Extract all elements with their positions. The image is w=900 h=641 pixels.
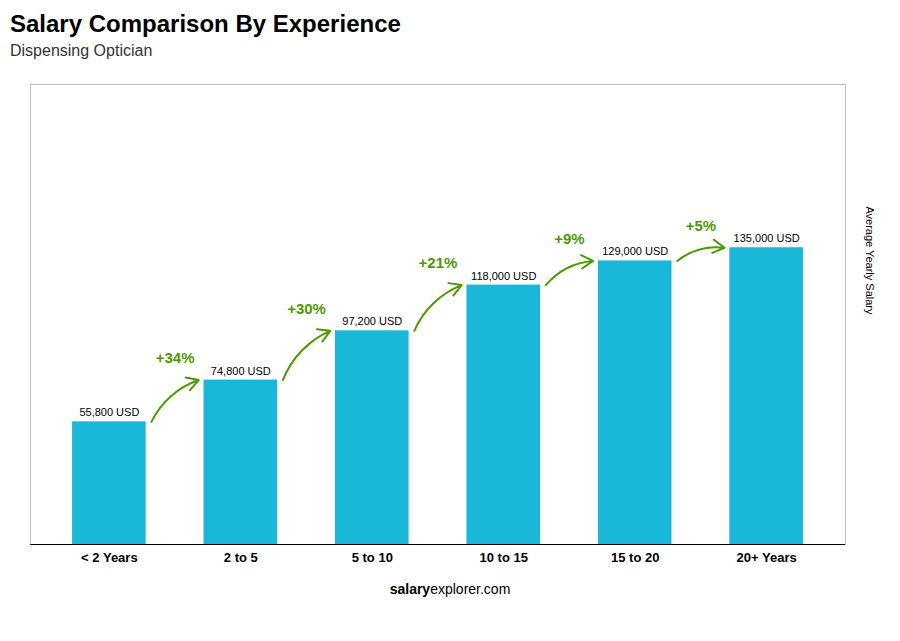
svg-text:5 to 10: 5 to 10 xyxy=(352,550,393,565)
svg-text:135,000 USD: 135,000 USD xyxy=(734,232,800,244)
svg-text:< 2 Years: < 2 Years xyxy=(81,550,138,565)
svg-text:55,800 USD: 55,800 USD xyxy=(79,406,139,418)
svg-text:15 to 20: 15 to 20 xyxy=(611,550,659,565)
svg-text:10 to 15: 10 to 15 xyxy=(480,550,528,565)
html-text:Salary Comparison By Experienc: Salary Comparison By Experience xyxy=(10,10,401,37)
svg-text:+9%: +9% xyxy=(554,230,584,247)
svg-text:97,200 USD: 97,200 USD xyxy=(342,315,402,327)
html-text:salary explorer.com: salary explorer.com xyxy=(389,581,511,597)
svg-text:20+ Years: 20+ Years xyxy=(737,550,797,565)
html-text:Dispensing Optician: Dispensing Optician xyxy=(10,42,153,59)
svg-text:74,800 USD: 74,800 USD xyxy=(211,365,271,377)
svg-text:129,000 USD: 129,000 USD xyxy=(602,245,668,257)
svg-text:+21%: +21% xyxy=(419,254,458,271)
svg-text:+5%: +5% xyxy=(686,217,716,234)
svg-text:118,000 USD: 118,000 USD xyxy=(471,270,536,282)
svg-text:+34%: +34% xyxy=(156,349,195,366)
svg-text:2 to 5: 2 to 5 xyxy=(224,550,258,565)
svg-text:Average Yearly Salary: Average Yearly Salary xyxy=(864,206,876,315)
svg-text:+30%: +30% xyxy=(287,300,326,317)
